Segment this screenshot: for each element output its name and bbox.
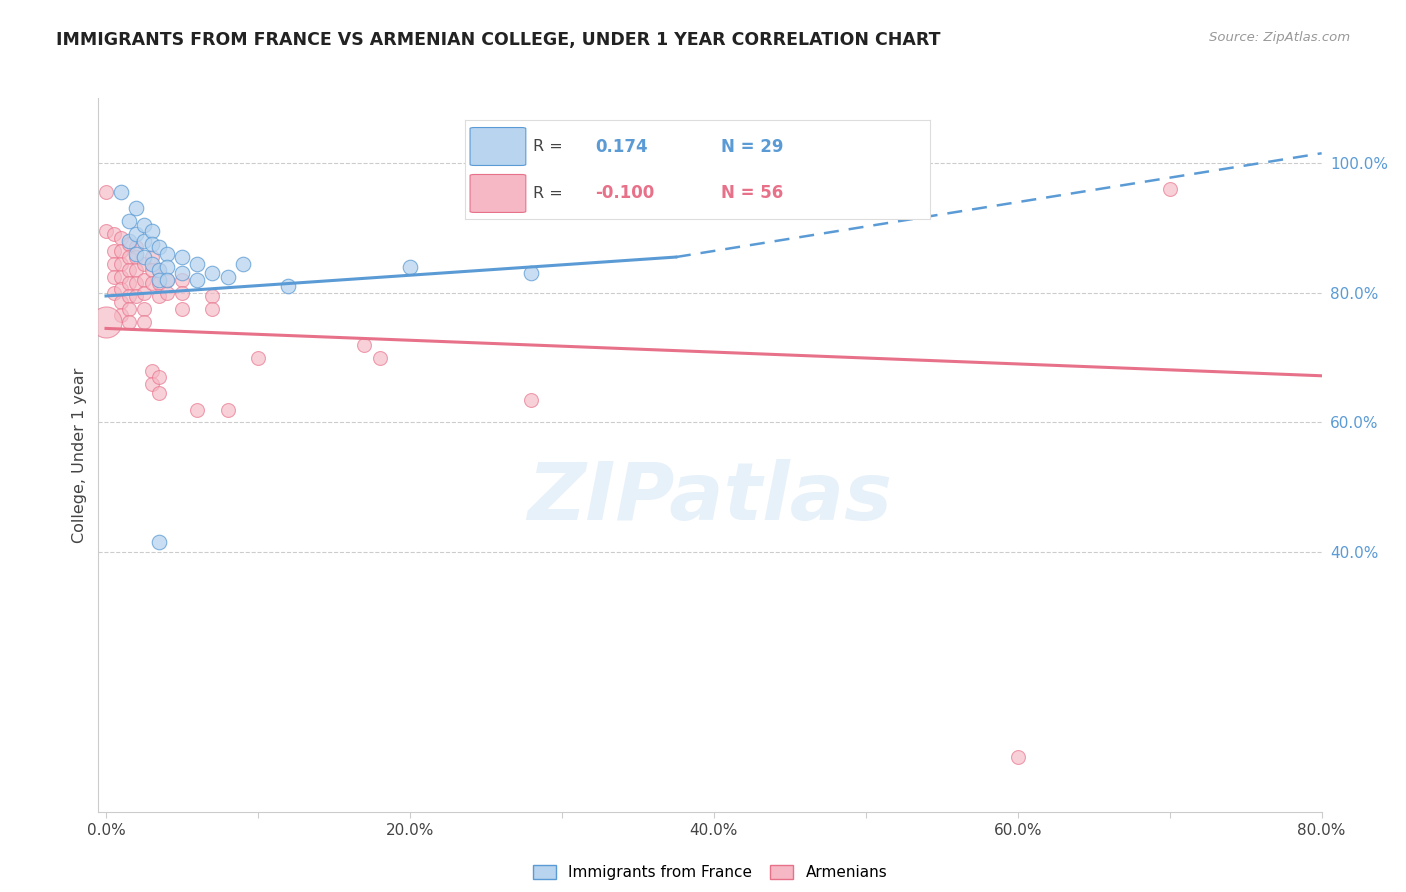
Point [110,283,132,297]
Point [103,269,125,284]
Point [125,240,148,254]
Point [520,392,543,407]
Point [141,250,163,264]
Point [103,227,125,242]
Point [170,250,193,264]
Text: 0.174: 0.174 [596,137,648,155]
Point [103,244,125,258]
Point [125,276,148,290]
Point [156,260,179,274]
Point [125,263,148,277]
Point [118,250,141,264]
Point [125,202,148,216]
Point [148,273,170,287]
Text: -0.100: -0.100 [596,185,655,202]
Point [132,273,155,287]
FancyBboxPatch shape [470,128,526,166]
Point [148,370,170,384]
Point [110,269,132,284]
Point [110,256,132,270]
Legend: Immigrants from France, Armenians: Immigrants from France, Armenians [527,859,893,886]
Point [125,250,148,264]
Point [170,301,193,316]
Point [110,230,132,244]
Point [141,256,163,270]
Text: IMMIGRANTS FROM FRANCE VS ARMENIAN COLLEGE, UNDER 1 YEAR CORRELATION CHART: IMMIGRANTS FROM FRANCE VS ARMENIAN COLLE… [56,31,941,49]
Point [186,273,208,287]
Point [141,376,163,391]
Point [110,244,132,258]
Point [94,224,117,238]
Point [103,285,125,300]
Point [110,295,132,310]
Point [148,240,170,254]
Point [110,185,132,199]
Point [156,285,179,300]
Point [125,289,148,303]
Point [132,218,155,232]
Point [520,266,543,280]
Point [132,234,155,248]
Point [232,256,254,270]
Point [132,250,155,264]
Point [201,266,224,280]
Point [125,247,148,261]
Point [132,301,155,316]
Point [132,285,155,300]
Y-axis label: College, Under 1 year: College, Under 1 year [72,368,87,542]
Point [148,263,170,277]
Point [156,247,179,261]
Point [141,276,163,290]
FancyBboxPatch shape [470,175,526,212]
Point [277,279,299,293]
Point [141,363,163,377]
Point [170,285,193,300]
Point [94,315,117,329]
Point [110,309,132,323]
Point [186,402,208,417]
Point [141,224,163,238]
Point [118,237,141,252]
Point [141,263,163,277]
Point [141,237,163,252]
Point [132,315,155,329]
Point [94,185,117,199]
Point [186,256,208,270]
Point [201,289,224,303]
Point [118,289,141,303]
Point [118,276,141,290]
Point [148,535,170,549]
Point [132,256,155,270]
Point [118,301,141,316]
Point [246,351,269,365]
Point [148,263,170,277]
Point [399,260,422,274]
Point [353,337,375,351]
Point [125,227,148,242]
Point [156,273,179,287]
Point [156,273,179,287]
Point [148,276,170,290]
Point [217,402,239,417]
Point [170,273,193,287]
Point [118,315,141,329]
Point [118,263,141,277]
Text: N = 29: N = 29 [721,137,783,155]
Text: ZIPatlas: ZIPatlas [527,458,893,537]
Point [1159,182,1181,196]
Text: R =: R = [533,186,562,201]
Point [170,266,193,280]
Point [217,269,239,284]
Text: R =: R = [533,139,562,154]
Point [1007,749,1029,764]
Text: Source: ZipAtlas.com: Source: ZipAtlas.com [1209,31,1350,45]
Text: N = 56: N = 56 [721,185,783,202]
Point [148,386,170,401]
Point [201,301,224,316]
Point [103,256,125,270]
Point [118,214,141,228]
Point [368,351,391,365]
Point [148,289,170,303]
Point [118,234,141,248]
